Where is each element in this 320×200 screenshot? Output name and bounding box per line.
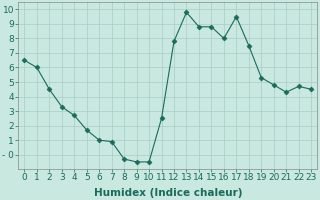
X-axis label: Humidex (Indice chaleur): Humidex (Indice chaleur): [93, 188, 242, 198]
